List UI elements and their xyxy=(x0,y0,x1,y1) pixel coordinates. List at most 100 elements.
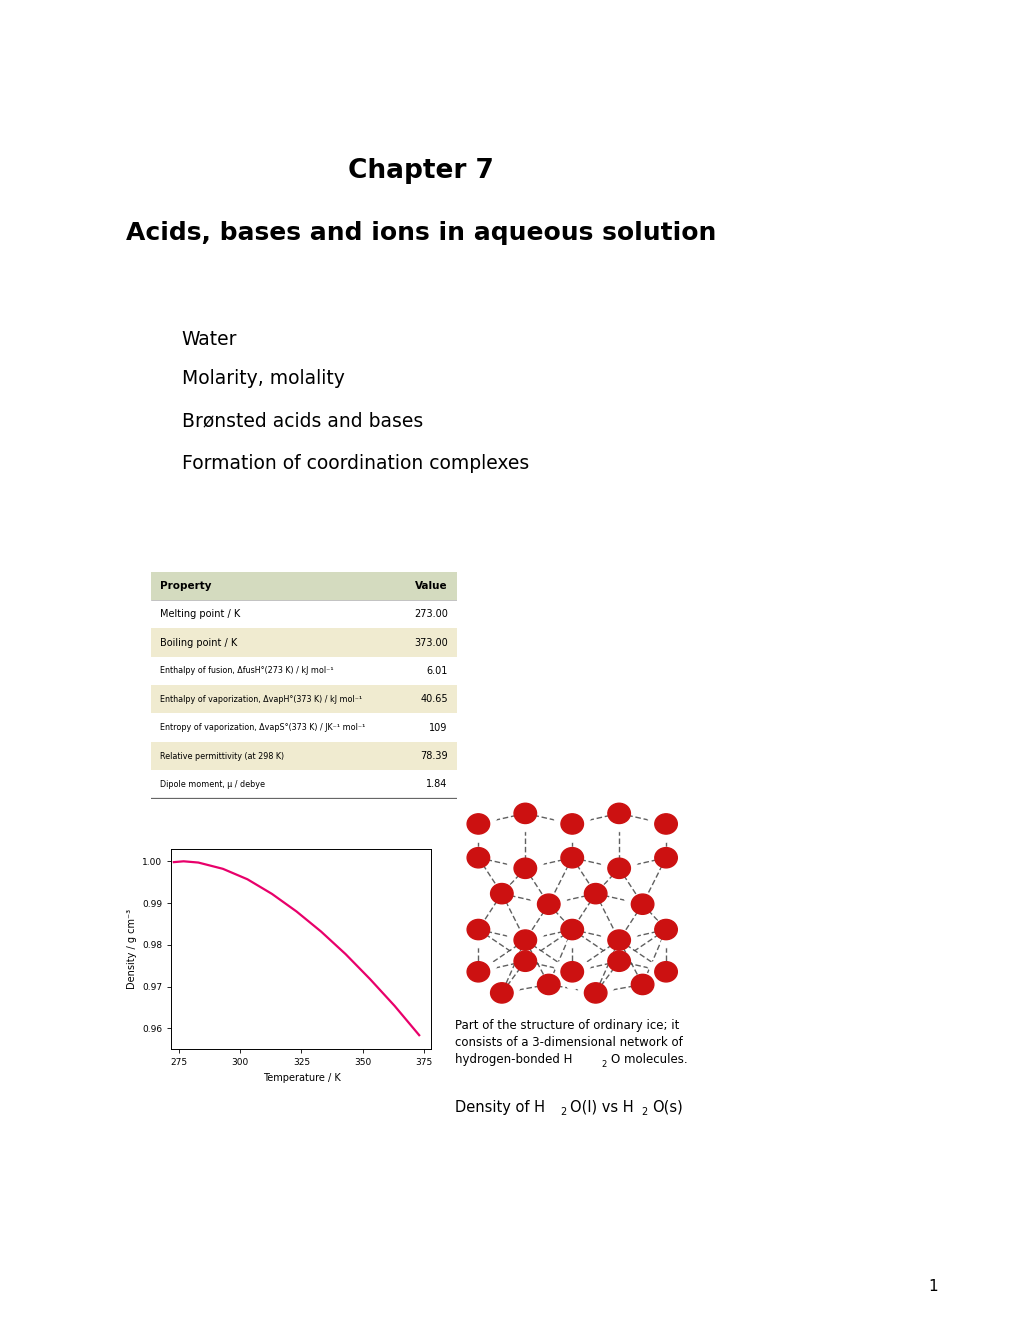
Circle shape xyxy=(650,894,660,904)
Circle shape xyxy=(460,814,470,824)
Circle shape xyxy=(496,1002,506,1011)
Circle shape xyxy=(553,847,564,857)
Circle shape xyxy=(467,962,489,982)
Circle shape xyxy=(520,822,530,832)
Circle shape xyxy=(660,939,671,948)
Circle shape xyxy=(473,939,483,948)
Text: 273.00: 273.00 xyxy=(414,609,447,619)
Text: consists of a 3-dimensional network of: consists of a 3-dimensional network of xyxy=(454,1036,682,1049)
Circle shape xyxy=(580,962,590,972)
Circle shape xyxy=(580,920,590,929)
Circle shape xyxy=(631,974,653,994)
Circle shape xyxy=(647,962,657,972)
Circle shape xyxy=(674,920,684,929)
Circle shape xyxy=(590,1002,600,1011)
Circle shape xyxy=(533,804,543,813)
Text: 2: 2 xyxy=(559,1107,566,1118)
Circle shape xyxy=(674,814,684,824)
Circle shape xyxy=(520,949,530,958)
Circle shape xyxy=(603,883,613,894)
Text: Melting point / K: Melting point / K xyxy=(160,609,240,619)
Circle shape xyxy=(490,983,513,1003)
Circle shape xyxy=(560,814,583,834)
Circle shape xyxy=(627,952,637,961)
Circle shape xyxy=(530,974,540,983)
Circle shape xyxy=(660,833,671,842)
Circle shape xyxy=(483,883,493,894)
Circle shape xyxy=(473,867,483,876)
Circle shape xyxy=(560,847,583,867)
Circle shape xyxy=(647,920,657,929)
Text: Molarity, molality: Molarity, molality xyxy=(181,370,344,388)
Circle shape xyxy=(580,814,590,824)
Circle shape xyxy=(506,952,517,961)
Circle shape xyxy=(660,981,671,990)
Circle shape xyxy=(567,939,577,948)
Circle shape xyxy=(486,814,496,824)
Circle shape xyxy=(624,974,634,983)
Circle shape xyxy=(654,920,677,940)
Text: 2: 2 xyxy=(601,1060,606,1069)
Text: Enthalpy of vaporization, ΔvapH°(373 K) / kJ mol⁻¹: Enthalpy of vaporization, ΔvapH°(373 K) … xyxy=(160,694,362,704)
Circle shape xyxy=(560,920,583,940)
Text: Part of the structure of ordinary ice; it: Part of the structure of ordinary ice; i… xyxy=(454,1019,679,1032)
Circle shape xyxy=(600,858,610,867)
Circle shape xyxy=(660,867,671,876)
Circle shape xyxy=(613,822,624,832)
Circle shape xyxy=(654,814,677,834)
Circle shape xyxy=(467,847,489,867)
Circle shape xyxy=(553,814,564,824)
Circle shape xyxy=(584,983,606,1003)
Circle shape xyxy=(514,931,536,950)
Circle shape xyxy=(607,804,630,824)
Circle shape xyxy=(496,903,506,912)
Circle shape xyxy=(514,952,536,972)
Circle shape xyxy=(567,833,577,842)
Circle shape xyxy=(533,931,543,940)
Bar xyxy=(151,771,457,799)
Circle shape xyxy=(654,847,677,867)
Circle shape xyxy=(537,894,559,915)
Circle shape xyxy=(460,920,470,929)
Circle shape xyxy=(650,974,660,983)
Text: Property: Property xyxy=(160,581,211,591)
Circle shape xyxy=(577,883,587,894)
Text: O(s): O(s) xyxy=(651,1100,682,1114)
Circle shape xyxy=(483,983,493,993)
X-axis label: Temperature / K: Temperature / K xyxy=(262,1073,340,1082)
Circle shape xyxy=(577,983,587,993)
Circle shape xyxy=(556,894,567,904)
Circle shape xyxy=(607,952,630,972)
Text: Water: Water xyxy=(181,330,236,350)
Circle shape xyxy=(473,833,483,842)
Circle shape xyxy=(613,878,624,887)
Circle shape xyxy=(490,883,513,904)
Text: Value: Value xyxy=(415,581,447,591)
Circle shape xyxy=(520,878,530,887)
Circle shape xyxy=(637,994,647,1003)
Circle shape xyxy=(473,981,483,990)
Circle shape xyxy=(506,804,517,813)
Text: 2: 2 xyxy=(641,1107,647,1118)
Text: 1.84: 1.84 xyxy=(426,779,447,789)
Circle shape xyxy=(506,858,517,867)
Circle shape xyxy=(543,994,553,1003)
Bar xyxy=(151,685,457,713)
Circle shape xyxy=(533,858,543,867)
Text: Boiling point / K: Boiling point / K xyxy=(160,638,237,648)
Circle shape xyxy=(590,903,600,912)
Circle shape xyxy=(537,974,559,994)
Text: Formation of coordination complexes: Formation of coordination complexes xyxy=(181,454,528,474)
Text: Chapter 7: Chapter 7 xyxy=(347,158,493,185)
Text: Relative permittivity (at 298 K): Relative permittivity (at 298 K) xyxy=(160,751,284,760)
Circle shape xyxy=(560,962,583,982)
Circle shape xyxy=(627,858,637,867)
Text: Entropy of vaporization, ΔvapS°(373 K) / JK⁻¹ mol⁻¹: Entropy of vaporization, ΔvapS°(373 K) /… xyxy=(160,723,365,733)
Text: 373.00: 373.00 xyxy=(414,638,447,648)
Circle shape xyxy=(613,949,624,958)
Circle shape xyxy=(506,931,517,940)
Text: 109: 109 xyxy=(429,722,447,733)
Circle shape xyxy=(530,894,540,904)
Circle shape xyxy=(510,883,520,894)
Circle shape xyxy=(600,931,610,940)
